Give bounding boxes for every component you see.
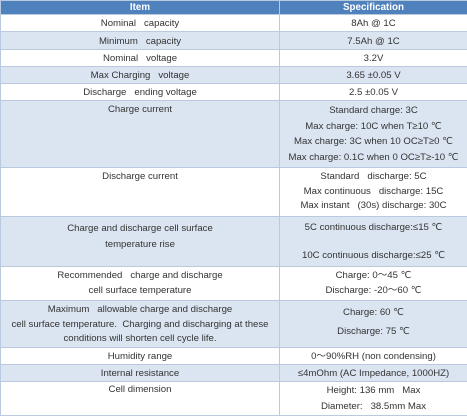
spec-cell: 7.5Ah @ 1C bbox=[280, 32, 467, 50]
item-text-line: Nominal capacity bbox=[3, 17, 277, 31]
item-text-line: cell surface temperature. Charging and d… bbox=[3, 318, 277, 333]
item-text-line: Humidity range bbox=[3, 350, 277, 364]
spec-cell: 5C continuous discharge:≤15 ℃ 10C continu… bbox=[280, 217, 467, 267]
item-cell: Discharge current bbox=[1, 168, 280, 217]
table-row: Nominal voltage 3.2V bbox=[1, 50, 467, 67]
spec-text-line bbox=[282, 235, 465, 249]
spec-text-line: Max charge: 10C when T≥10 ℃ bbox=[282, 119, 465, 135]
spec-text-line: Diameter: 38.5mm Max bbox=[282, 399, 465, 415]
spec-cell: 8Ah @ 1C bbox=[280, 15, 467, 32]
spec-text-line: 7.5Ah @ 1C bbox=[282, 35, 465, 49]
table-row: Nominal capacity 8Ah @ 1C bbox=[1, 15, 467, 32]
spec-cell: 3.65 ±0.05 V bbox=[280, 67, 467, 84]
item-cell: Nominal capacity bbox=[1, 15, 280, 32]
spec-text-line: Max instant (30s) discharge: 30C bbox=[282, 199, 465, 214]
spec-text-line: Discharge: -20～60 ℃ bbox=[282, 283, 465, 298]
header-row: Item Specification bbox=[1, 1, 467, 15]
item-text-line: Discharge current bbox=[3, 170, 277, 184]
spec-text-line: 0～90%RH (non condensing) bbox=[282, 350, 465, 364]
specification-column-header: Specification bbox=[280, 1, 467, 15]
spec-cell: 3.2V bbox=[280, 50, 467, 67]
spec-text-line: Standard charge: 3C bbox=[282, 103, 465, 119]
spec-text-line: Max charge: 3C when 10 OC≥T≥0 ℃ bbox=[282, 134, 465, 150]
item-text-line: cell surface temperature bbox=[3, 283, 277, 298]
item-text-line: Charge current bbox=[3, 103, 277, 117]
spec-text-line: 2.5 ±0.05 V bbox=[282, 86, 465, 100]
item-cell: Max Charging voltage bbox=[1, 67, 280, 84]
spec-text-line: Max charge: 0.1C when 0 OC≥T≥-10 ℃ bbox=[282, 150, 465, 166]
spec-text-line: 5C continuous discharge:≤15 ℃ bbox=[282, 221, 465, 235]
item-text-line: Discharge ending voltage bbox=[3, 86, 277, 100]
table-row: Minimum capacity 7.5Ah @ 1C bbox=[1, 32, 467, 50]
spec-text-line: Max continuous discharge: 15C bbox=[282, 185, 465, 200]
item-text-line: Max Charging voltage bbox=[3, 69, 277, 83]
item-text-line: Charge and discharge cell surface bbox=[3, 221, 277, 237]
spec-text-line: Charge: 0～45 ℃ bbox=[282, 268, 465, 283]
table-row: Max Charging voltage 3.65 ±0.05 V bbox=[1, 67, 467, 84]
spec-text-line: ≤4mOhm (AC Impedance, 1000HZ) bbox=[282, 367, 465, 381]
item-cell: Internal resistance bbox=[1, 365, 280, 382]
table-row: Internal resistance ≤4mOhm (AC Impedance,… bbox=[1, 365, 467, 382]
item-text-line: Maximum allowable charge and discharge bbox=[3, 303, 277, 318]
item-cell: Cell dimension bbox=[1, 382, 280, 416]
item-cell: Charge current bbox=[1, 101, 280, 168]
item-text-line: temperature rise bbox=[3, 237, 277, 253]
item-cell: Discharge ending voltage bbox=[1, 84, 280, 101]
spec-text-line: 8Ah @ 1C bbox=[282, 17, 465, 31]
item-text-line: Nominal voltage bbox=[3, 52, 277, 66]
spec-text-line: 10C continuous discharge:≤25 ℃ bbox=[282, 249, 465, 263]
spec-text-line: Height: 136 mm Max bbox=[282, 383, 465, 399]
item-text-line: conditions will shorten cell cycle life. bbox=[3, 332, 277, 347]
table-row: Discharge ending voltage 2.5 ±0.05 V bbox=[1, 84, 467, 101]
item-text-line: Recommended charge and discharge bbox=[3, 268, 277, 283]
item-text-line: Minimum capacity bbox=[3, 35, 277, 49]
spec-cell: 0～90%RH (non condensing) bbox=[280, 348, 467, 365]
spec-text-line: Discharge: 75 ℃ bbox=[282, 322, 465, 341]
item-cell: Nominal voltage bbox=[1, 50, 280, 67]
spec-cell: ≤4mOhm (AC Impedance, 1000HZ) bbox=[280, 365, 467, 382]
item-cell: Humidity range bbox=[1, 348, 280, 365]
spec-cell: 2.5 ±0.05 V bbox=[280, 84, 467, 101]
item-text-line: Cell dimension bbox=[3, 383, 277, 397]
item-text-line: Internal resistance bbox=[3, 367, 277, 381]
table-row: Humidity range 0～90%RH (non condensing) bbox=[1, 348, 467, 365]
spec-text-line: 3.2V bbox=[282, 52, 465, 66]
spec-text-line: Charge: 60 ℃ bbox=[282, 303, 465, 322]
item-column-header: Item bbox=[1, 1, 280, 15]
item-cell: Minimum capacity bbox=[1, 32, 280, 50]
spec-text-line: Standard discharge: 5C bbox=[282, 170, 465, 185]
spec-text-line: 3.65 ±0.05 V bbox=[282, 69, 465, 83]
